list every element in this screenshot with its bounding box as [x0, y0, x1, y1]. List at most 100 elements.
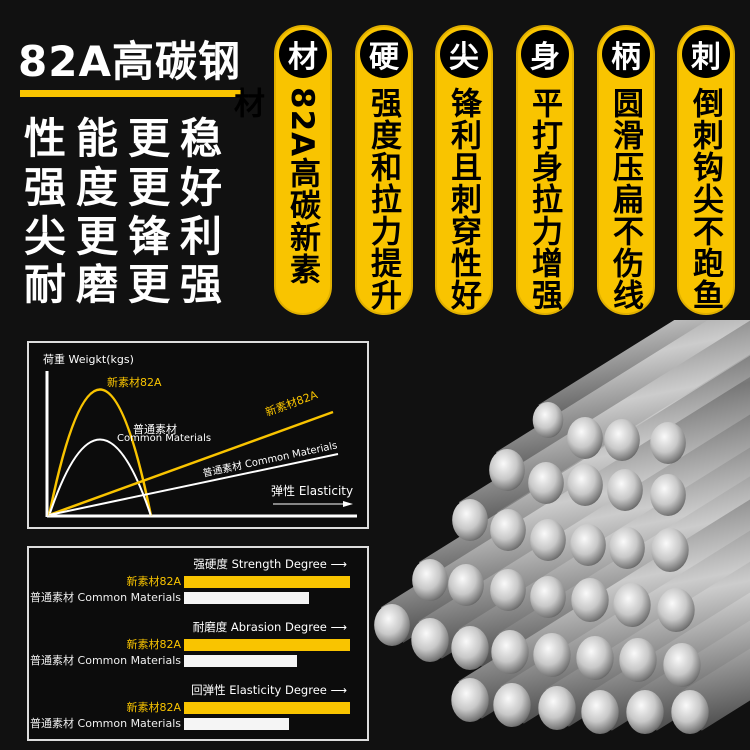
feature-badge: 身	[521, 30, 569, 78]
curve-chart-svg	[45, 371, 357, 518]
rod-end	[650, 422, 686, 464]
feature-pill: 柄圆滑压扁不伤线	[597, 25, 655, 315]
series-label: 新素材82A	[126, 701, 181, 714]
rod-end	[619, 638, 657, 682]
bar-row: 普通素材 Common Materials	[29, 591, 369, 605]
degree-comparison-chart: 强硬度 Strength Degree ⟶ 新素材82A 普通素材 Common M…	[27, 546, 369, 741]
rod-end	[491, 630, 529, 674]
category-text: 回弹性 Elasticity Degree	[191, 683, 327, 697]
rod-end	[374, 604, 410, 646]
rod-end	[651, 528, 689, 572]
rod-end	[411, 618, 449, 662]
steel-rods-image	[374, 320, 750, 734]
category-label: 耐磨度 Abrasion Degree ⟶	[193, 619, 347, 635]
feature-text: 锋利且刺穿性好	[445, 87, 481, 311]
slogan-line: 尖更锋利	[24, 212, 233, 261]
bar-row: 普通素材 Common Materials	[29, 654, 369, 668]
line-new-material	[48, 410, 334, 517]
feature-text: 倒刺钩尖不跑鱼	[687, 87, 723, 311]
category-label: 回弹性 Elasticity Degree ⟶	[191, 682, 347, 698]
feature-text: 强度和拉力提升	[365, 87, 401, 311]
x-axis-label: 弹性 Elasticity	[271, 484, 354, 498]
rod-end	[533, 633, 571, 677]
feature-badge: 硬	[360, 30, 408, 78]
rod-end	[538, 686, 576, 730]
feature-badge: 刺	[682, 30, 730, 78]
rod-end	[609, 527, 645, 569]
bar	[184, 702, 350, 714]
bar	[184, 576, 350, 588]
category-text: 耐磨度 Abrasion Degree	[192, 620, 327, 634]
bar-row: 新素材82A	[29, 701, 369, 715]
bar	[184, 655, 297, 667]
feature-text: 圆滑压扁不伤线	[607, 87, 643, 311]
feature-text: 82A高碳新素材	[228, 87, 320, 286]
rod-end	[530, 519, 566, 561]
y-axis-label: 荷重 Weigkt(kgs)	[43, 353, 134, 366]
rod-end	[567, 464, 603, 506]
feature-badge: 尖	[440, 30, 488, 78]
bar-row: 新素材82A	[29, 638, 369, 652]
series-label: 普通素材 Common Materials	[30, 654, 181, 667]
arch-new-material	[47, 388, 153, 517]
title-underline	[20, 90, 242, 97]
rod-end	[490, 509, 526, 551]
rod-end	[528, 462, 564, 504]
slogan-line: 性能更稳	[24, 114, 233, 163]
feature-badge: 柄	[602, 30, 650, 78]
bar-row: 新素材82A	[29, 575, 369, 589]
series-label: 新素材82A	[126, 638, 181, 651]
bar	[184, 718, 289, 730]
feature-pill: 尖锋利且刺穿性好	[435, 25, 493, 315]
arch-common-label-cn: 普通素材	[133, 423, 177, 436]
feature-pill: 刺倒刺钩尖不跑鱼	[677, 25, 735, 315]
rod-end	[489, 449, 525, 491]
load-elasticity-chart: 荷重 Weigkt(kgs) 弹性 Elasticity 新素材82A 普通素材…	[27, 341, 369, 529]
bar	[184, 639, 350, 651]
series-label: 新素材82A	[126, 575, 181, 588]
series-label: 普通素材 Common Materials	[30, 591, 181, 604]
rod-end	[448, 564, 484, 606]
slogan-line: 耐磨更强	[24, 260, 233, 309]
feature-pill: 材 82A高碳新素材	[228, 25, 332, 315]
rod-end	[581, 690, 619, 734]
rod-end	[657, 588, 695, 632]
bar	[184, 592, 309, 604]
rod-end	[613, 583, 651, 627]
rod-end	[530, 576, 566, 618]
feature-text: 平打身拉力增强	[526, 87, 562, 311]
arrow-right-icon: ⟶	[330, 620, 348, 634]
rod-end	[626, 690, 664, 734]
category-text: 强硬度 Strength Degree	[193, 557, 327, 571]
rod-end	[451, 678, 489, 722]
rod-end	[604, 419, 640, 461]
arch-new-label: 新素材82A	[107, 376, 162, 389]
rod-end	[570, 524, 606, 566]
arrow-right-icon: ⟶	[330, 683, 348, 697]
rod-end	[663, 643, 701, 687]
rod-end	[607, 469, 643, 511]
rod-end	[451, 626, 489, 670]
feature-badge: 材	[279, 30, 327, 78]
rod-end	[650, 474, 686, 516]
rod-end	[493, 683, 531, 727]
rod-end	[567, 417, 603, 459]
arch-common-label-en: Common Materials	[117, 433, 212, 444]
rod-end	[532, 402, 564, 438]
rod-body	[500, 530, 750, 724]
rod-end	[671, 690, 709, 734]
rod-end	[452, 499, 488, 541]
rod-end	[576, 636, 614, 680]
feature-pill: 硬强度和拉力提升	[355, 25, 413, 315]
bar-row: 普通素材 Common Materials	[29, 717, 369, 731]
series-label: 普通素材 Common Materials	[30, 717, 181, 730]
rod-end	[412, 559, 448, 601]
feature-pill: 身平打身拉力增强	[516, 25, 574, 315]
line-common-material	[48, 453, 339, 516]
category-label: 强硬度 Strength Degree ⟶	[193, 556, 347, 572]
arrow-right-icon: ⟶	[330, 557, 348, 571]
rod-end	[571, 578, 609, 622]
product-title: 82A高碳钢	[18, 37, 241, 86]
arrow-head-icon	[343, 501, 353, 507]
rod-end	[490, 569, 526, 611]
